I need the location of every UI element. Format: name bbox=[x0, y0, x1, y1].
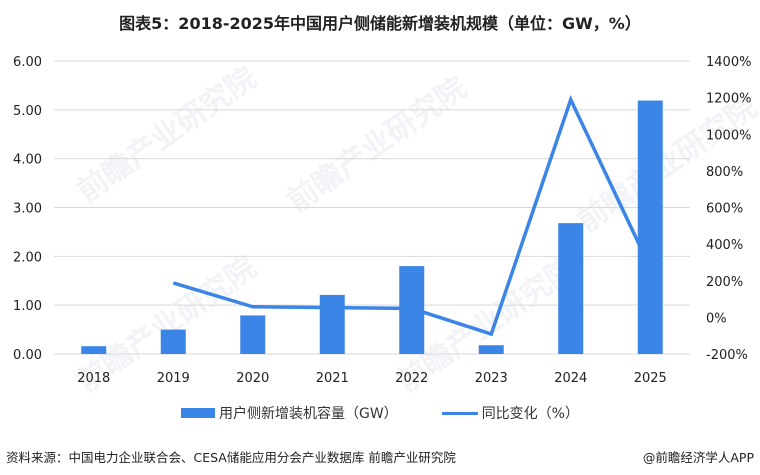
left-tick-label: 1.00 bbox=[13, 299, 42, 314]
line-series bbox=[172, 94, 652, 337]
left-tick-label: 2.00 bbox=[13, 250, 42, 265]
right-tick-label: 800% bbox=[706, 165, 743, 180]
left-tick-label: 0.00 bbox=[13, 348, 42, 363]
x-tick-label: 2022 bbox=[395, 371, 428, 386]
bar-series bbox=[81, 100, 663, 355]
right-tick-label: 1400% bbox=[706, 55, 751, 70]
left-tick-label: 6.00 bbox=[13, 55, 42, 70]
right-tick-label: 600% bbox=[706, 202, 743, 217]
bar-2025 bbox=[637, 100, 663, 355]
right-tick-label: 1200% bbox=[706, 92, 751, 107]
x-tick-label: 2020 bbox=[236, 371, 269, 386]
right-tick-label: 200% bbox=[706, 275, 743, 290]
right-tick-label: 0% bbox=[706, 311, 727, 326]
left-tick-label: 4.00 bbox=[13, 153, 42, 168]
chart-plot: 0.00 1.00 2.00 3.00 4.00 5.00 6.00 -200% 0% 200%… bbox=[13, 55, 751, 386]
left-tick-label: 5.00 bbox=[13, 104, 42, 119]
x-tick-label: 2019 bbox=[157, 371, 190, 386]
bar-2024 bbox=[558, 223, 584, 354]
x-tick-label: 2023 bbox=[475, 371, 508, 386]
right-tick-label: -200% bbox=[706, 348, 748, 363]
footer: 资料来源：中国电力企业联合会、CESA储能应用分会产业数据库 前瞻产业研究院 @… bbox=[6, 447, 754, 466]
legend-item-line: 同比变化（%） bbox=[441, 403, 579, 423]
bar-2018 bbox=[81, 346, 107, 354]
bar-2019 bbox=[160, 329, 186, 354]
x-tick-label: 2025 bbox=[634, 371, 667, 386]
x-tick-label: 2024 bbox=[554, 371, 587, 386]
bar-swatch-icon bbox=[180, 408, 215, 418]
line-swatch-icon bbox=[441, 411, 478, 415]
credit: @前瞻经济学人APP bbox=[642, 450, 754, 465]
left-tick-label: 3.00 bbox=[13, 202, 42, 217]
legend: 用户侧新增装机容量（GW） 同比变化（%） bbox=[0, 403, 760, 423]
legend-bar-label: 用户侧新增装机容量（GW） bbox=[218, 406, 398, 422]
chart-title: 图表5：2018-2025年中国用户侧储能新增装机规模（单位：GW，%） bbox=[119, 14, 641, 33]
gridlines bbox=[54, 60, 690, 355]
bar-2021 bbox=[319, 294, 345, 354]
right-tick-label: 400% bbox=[706, 238, 743, 253]
bar-2023 bbox=[478, 345, 504, 354]
right-axis: -200% 0% 200% 400% 600% 800% 1000% 1200% 1400% bbox=[706, 55, 751, 363]
x-axis: 2018 2019 2020 2021 2022 2023 2024 2025 bbox=[77, 371, 667, 386]
yoy-line bbox=[172, 94, 652, 337]
left-axis: 0.00 1.00 2.00 3.00 4.00 5.00 6.00 bbox=[13, 55, 42, 363]
source-note: 资料来源：中国电力企业联合会、CESA储能应用分会产业数据库 前瞻产业研究院 bbox=[6, 450, 456, 465]
x-tick-label: 2021 bbox=[316, 371, 349, 386]
bar-2020 bbox=[240, 315, 266, 354]
right-tick-label: 1000% bbox=[706, 128, 751, 143]
x-tick-label: 2018 bbox=[77, 371, 110, 386]
legend-item-bar: 用户侧新增装机容量（GW） bbox=[180, 403, 398, 423]
legend-line-label: 同比变化（%） bbox=[481, 406, 579, 422]
